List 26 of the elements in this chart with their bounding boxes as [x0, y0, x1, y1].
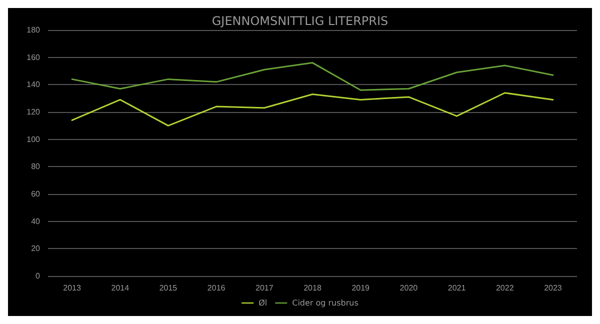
y-tick-label: 80	[31, 162, 41, 172]
x-tick-label: 2014	[111, 284, 130, 292]
x-tick-label: 2018	[304, 284, 322, 292]
x-tick-label: 2022	[496, 284, 514, 292]
line-series	[71, 62, 554, 91]
y-tick-label: 20	[31, 244, 41, 254]
y-tick-label: 0	[36, 272, 41, 280]
x-tick-label: 2019	[352, 284, 370, 292]
y-tick-label: 140	[26, 80, 41, 90]
line-series	[71, 92, 554, 126]
y-tick-label: 60	[31, 190, 41, 198]
legend-label: Cider og rusbrus	[292, 298, 358, 308]
chart-title: GJENNOMSNITTLIG LITERPRIS	[212, 14, 388, 28]
x-tick-label: 2013	[63, 284, 82, 292]
y-tick-label: 40	[31, 216, 41, 226]
x-tick-label: 2015	[159, 284, 178, 292]
x-tick-label: 2016	[207, 284, 226, 292]
y-tick-label: 100	[26, 134, 41, 144]
legend-label: Øl	[258, 298, 268, 308]
y-tick-label: 120	[26, 108, 41, 116]
x-tick-label: 2020	[400, 284, 418, 292]
y-tick-label: 160	[26, 52, 41, 62]
x-tick-label: 2021	[448, 284, 466, 292]
x-tick-label: 2017	[256, 284, 274, 292]
x-tick-label: 2023	[544, 284, 562, 292]
y-tick-label: 180	[26, 26, 41, 34]
